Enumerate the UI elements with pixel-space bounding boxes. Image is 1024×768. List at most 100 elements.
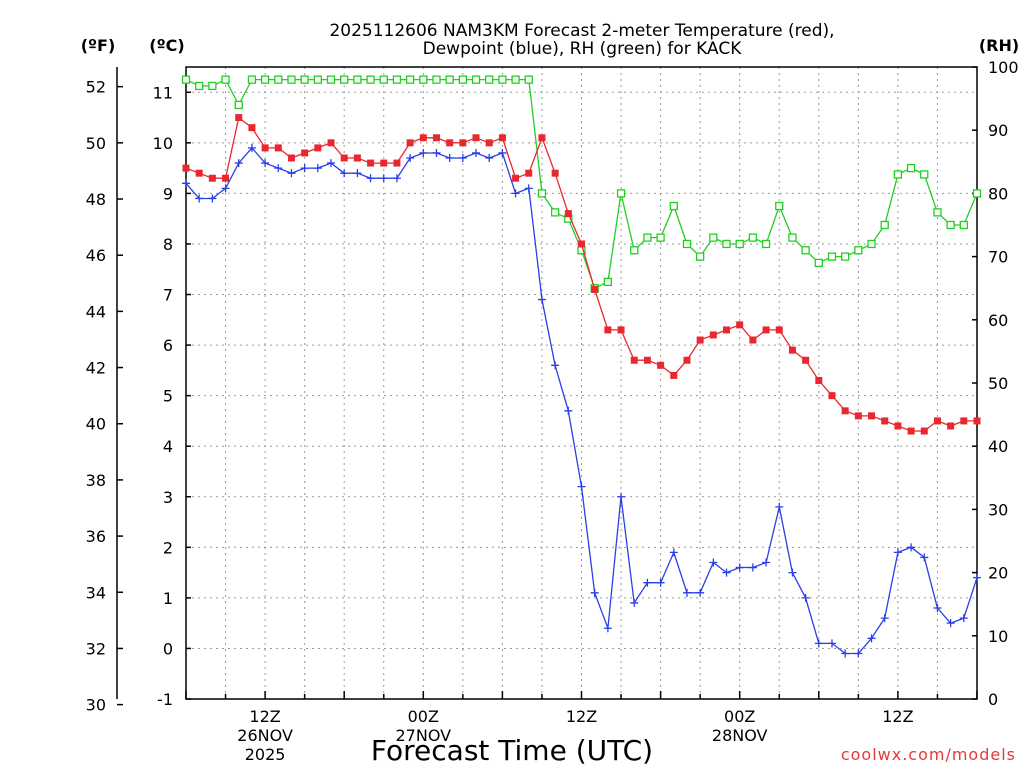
dewpoint-point — [841, 649, 850, 658]
rh-point — [471, 75, 481, 84]
temperature-point — [195, 169, 203, 177]
credit-text: coolwx.com/models — [841, 745, 1016, 764]
dewpoint-point — [353, 169, 362, 178]
rh-tick-label: 100 — [988, 58, 1019, 77]
temperature-point — [208, 174, 216, 182]
dewpoint-point — [722, 568, 731, 577]
temperature-point — [643, 356, 651, 364]
date-tick-label: 26NOV — [237, 726, 293, 745]
rh-point — [511, 75, 520, 84]
time-tick-label: 00Z — [408, 707, 439, 726]
rh-point — [208, 81, 217, 91]
temperature-point — [630, 356, 638, 364]
dewpoint-point — [880, 614, 889, 623]
dewpoint-point — [577, 482, 586, 491]
rh-point — [682, 239, 692, 249]
rh-point — [616, 189, 626, 198]
dewpoint-point — [696, 588, 705, 597]
temperature-point — [222, 174, 230, 182]
temperature-point — [736, 321, 744, 329]
temperature-point — [775, 326, 783, 334]
dewpoint-point — [340, 169, 349, 178]
temperature-point — [261, 144, 269, 152]
dewpoint-point — [182, 179, 190, 188]
temperature-point — [485, 139, 493, 147]
dewpoint-point — [617, 492, 626, 501]
fahrenheit-tick-label: 34 — [86, 583, 106, 602]
temperature-point — [802, 356, 810, 364]
temperature-point — [920, 427, 928, 435]
rh-point — [696, 252, 705, 261]
dewpoint-point — [458, 154, 467, 163]
rh-point — [340, 75, 349, 84]
rh-point — [379, 75, 388, 84]
rh-point — [405, 75, 415, 84]
rh-point — [867, 239, 876, 249]
dewpoint-point — [920, 553, 929, 562]
dewpoint-point — [195, 194, 204, 203]
rh-point — [195, 81, 204, 91]
temperature-point — [907, 427, 915, 435]
temperature-point — [723, 326, 731, 334]
dewpoint-point — [472, 148, 481, 157]
celsius-tick-label: 11 — [153, 83, 173, 102]
rh-point — [841, 252, 850, 261]
dewpoint-point — [669, 548, 678, 557]
temperature-point — [894, 422, 902, 430]
rh-point — [735, 239, 744, 249]
rh-point — [801, 246, 810, 255]
rh-point — [959, 220, 968, 230]
rh-series — [181, 75, 982, 293]
temperature-point — [868, 412, 876, 420]
dewpoint-point — [511, 189, 520, 198]
date-tick-label: 27NOV — [396, 726, 452, 745]
temperature-point — [709, 331, 717, 339]
time-tick-label: 12Z — [566, 707, 597, 726]
dewpoint-point — [959, 614, 968, 623]
temperature-point — [815, 376, 823, 384]
rh-point — [260, 75, 270, 84]
rh-point — [748, 233, 758, 242]
celsius-tick-label: 7 — [163, 286, 173, 305]
rh-point — [419, 75, 428, 84]
rh-point — [761, 239, 771, 249]
temperature-point — [657, 361, 665, 369]
dewpoint-point — [313, 164, 322, 173]
dewpoint-point — [709, 558, 718, 567]
rh-point — [709, 233, 718, 242]
celsius-axis-label: (ºC) — [149, 36, 184, 55]
rh-point — [326, 75, 336, 84]
rh-point — [603, 277, 613, 287]
dewpoint-point — [814, 639, 823, 648]
dewpoint-point — [893, 548, 902, 557]
rh-tick-label: 20 — [988, 564, 1008, 583]
rh-tick-label: 90 — [988, 121, 1008, 140]
rh-point — [972, 189, 982, 198]
dewpoint-point — [867, 634, 876, 643]
rh-point — [550, 208, 560, 217]
date-tick-label: 28NOV — [712, 726, 768, 745]
celsius-tick-label: 0 — [163, 639, 173, 658]
temperature-point — [617, 326, 625, 334]
dewpoint-point — [419, 148, 428, 157]
temperature-point — [881, 417, 889, 425]
plot-frame — [185, 66, 978, 700]
dewpoint-point — [366, 174, 375, 183]
dewpoint-point — [788, 568, 797, 577]
temperature-point — [498, 134, 506, 142]
rh-point — [498, 75, 507, 84]
rh-point — [669, 201, 678, 211]
dewpoint-point — [485, 154, 494, 163]
celsius-tick-label: 4 — [163, 437, 173, 456]
temperature-point — [274, 144, 282, 152]
celsius-axis: -1 0 1 2 3 4 5 6 7 8 9 10 11 — [153, 83, 191, 709]
celsius-tick-label: 1 — [163, 589, 173, 608]
temperature-point — [446, 139, 454, 147]
celsius-tick-label: 6 — [163, 336, 173, 355]
fahrenheit-tick-label: 48 — [86, 190, 106, 209]
rh-tick-label: 80 — [988, 184, 1008, 203]
fahrenheit-tick-label: 36 — [86, 527, 106, 546]
dewpoint-point — [775, 502, 784, 511]
